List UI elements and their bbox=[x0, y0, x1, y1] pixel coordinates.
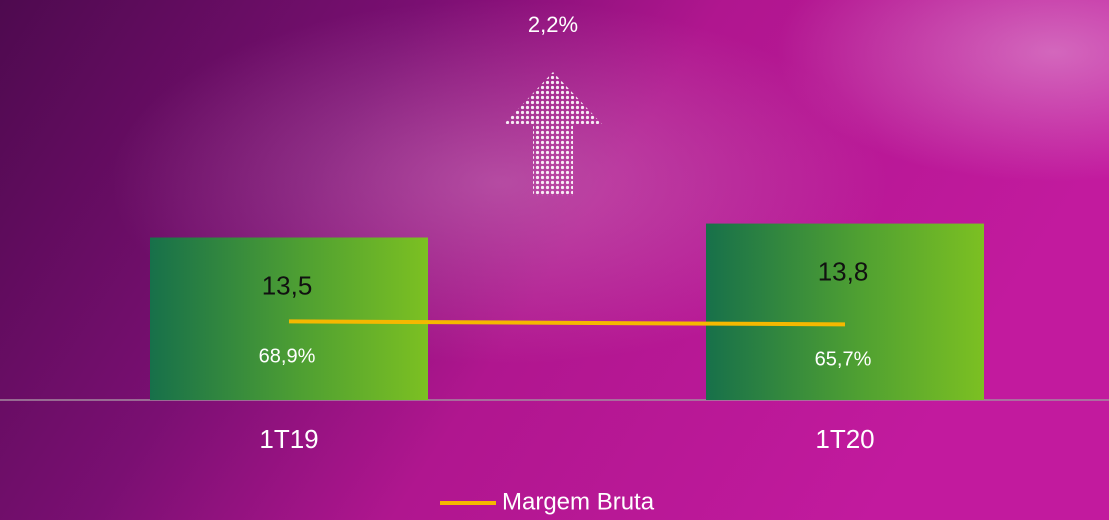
bar-value-label: 13,8 bbox=[818, 256, 869, 286]
bar bbox=[706, 224, 984, 400]
line-value-label: 68,9% bbox=[259, 346, 316, 368]
x-tick-label: 1T19 bbox=[259, 424, 318, 454]
chart: 2,2% Margem Bruta 13,5 13,8 68,9% 65,7% 1T19… bbox=[0, 0, 1109, 520]
bar bbox=[150, 238, 428, 401]
x-tick-label: 1T20 bbox=[815, 424, 874, 454]
bar-value-label: 13,5 bbox=[262, 270, 313, 300]
annotation: 2,2% bbox=[528, 12, 578, 37]
line-value-label: 65,7% bbox=[815, 349, 872, 371]
legend-label: Margem Bruta bbox=[502, 488, 655, 515]
